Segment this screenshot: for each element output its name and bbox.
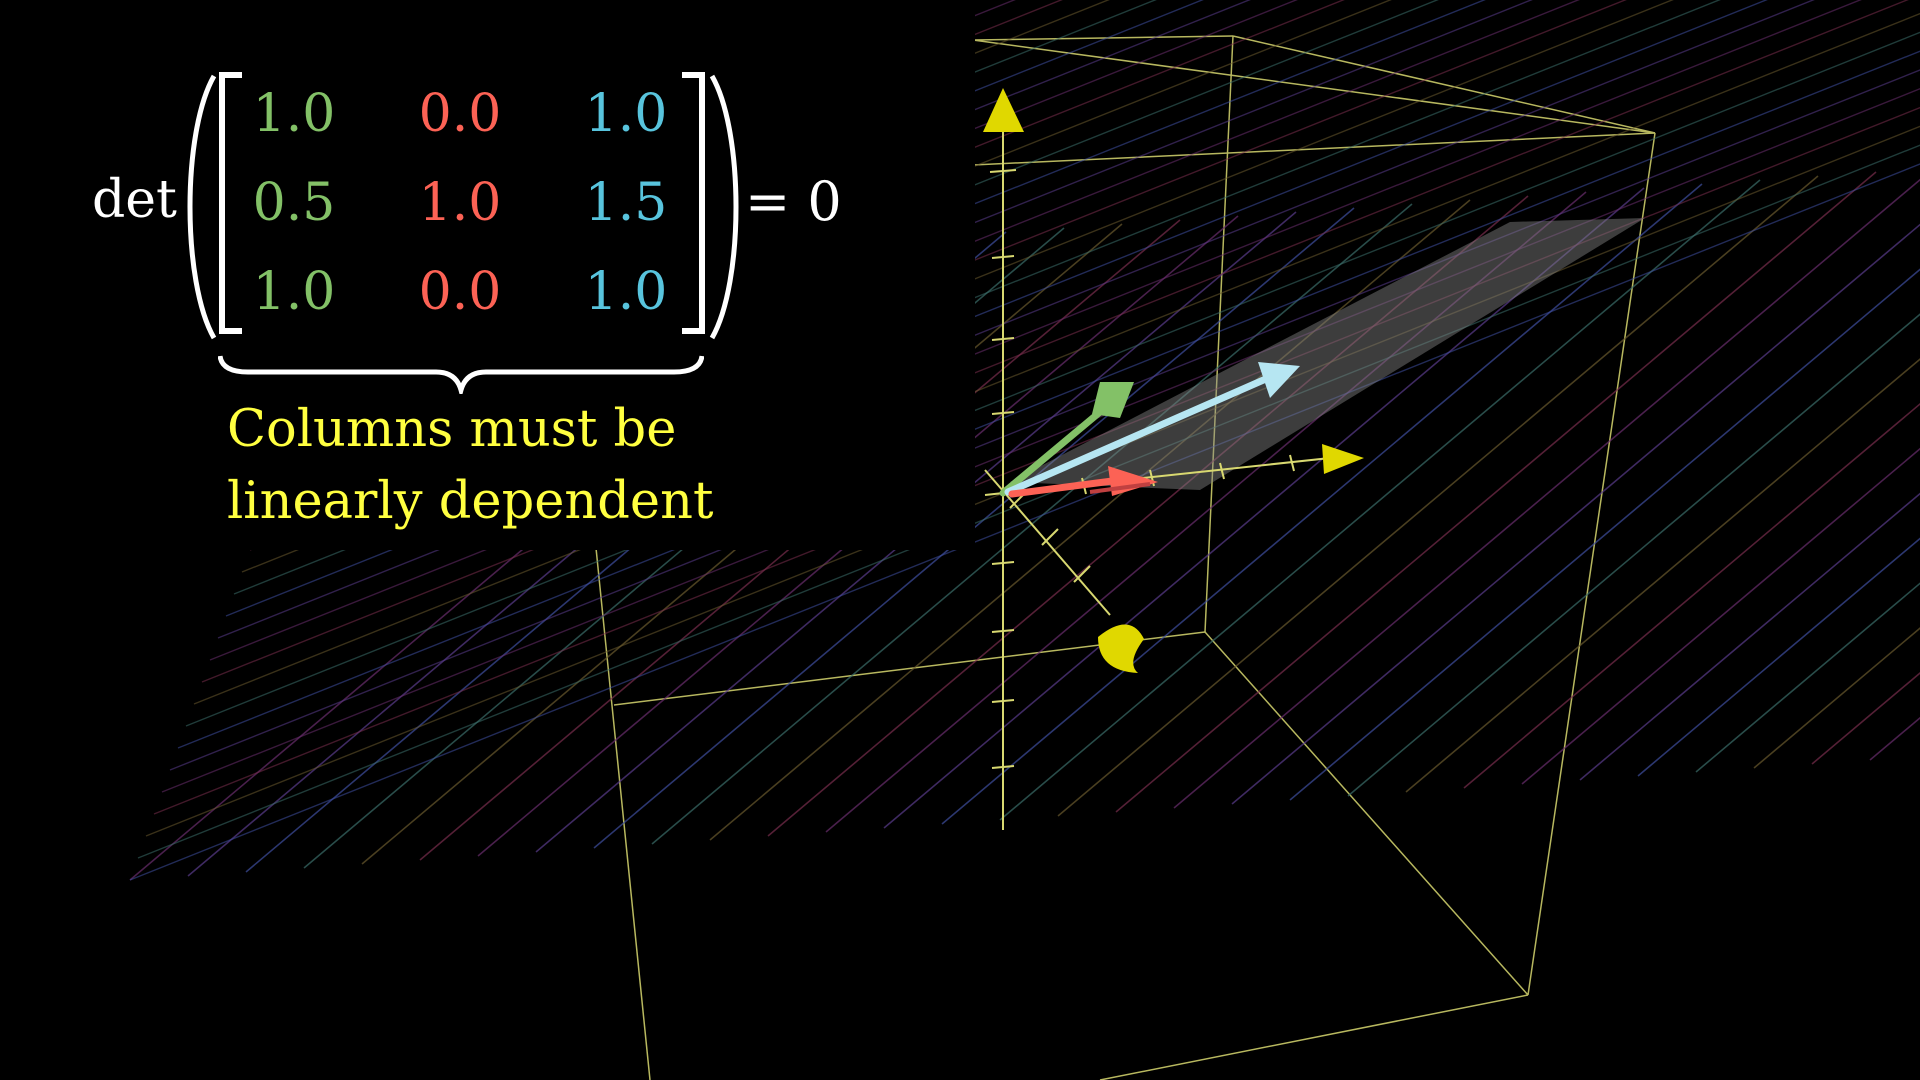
matrix-cell: 0.0 [418,84,502,144]
matrix-cell: 1.5 [584,173,668,233]
j-hat-vector [999,382,1134,497]
underbrace [218,355,704,394]
z-axis-arrow-tip [983,88,1024,132]
matrix-cell: 1.0 [584,262,668,322]
y-axis-arrow-tip [1098,624,1144,673]
x-axis-arrow-tip [1322,444,1364,474]
right-bracket [682,72,705,334]
matrix-cell: 1.0 [252,262,336,322]
matrix-cell: 1.0 [584,84,668,144]
left-bracket [219,72,242,334]
i-hat-vector [1008,466,1158,498]
determinant-formula: det 1.0 0.0 1.0 0.5 1.0 1.5 1.0 0.0 1.0 … [0,0,975,550]
equals-zero: = 0 [745,170,842,233]
det-label: det [92,170,177,230]
k-hat-vector [1004,362,1300,496]
caption-line-1: Columns must be [227,400,677,459]
caption-line-2: linearly dependent [227,472,714,531]
matrix-cell: 0.0 [418,262,502,322]
matrix-cell: 1.0 [418,173,502,233]
matrix-cell: 0.5 [252,173,336,233]
right-paren [709,74,739,340]
left-paren [187,74,217,340]
matrix-cell: 1.0 [252,84,336,144]
z-axis [989,125,1017,830]
